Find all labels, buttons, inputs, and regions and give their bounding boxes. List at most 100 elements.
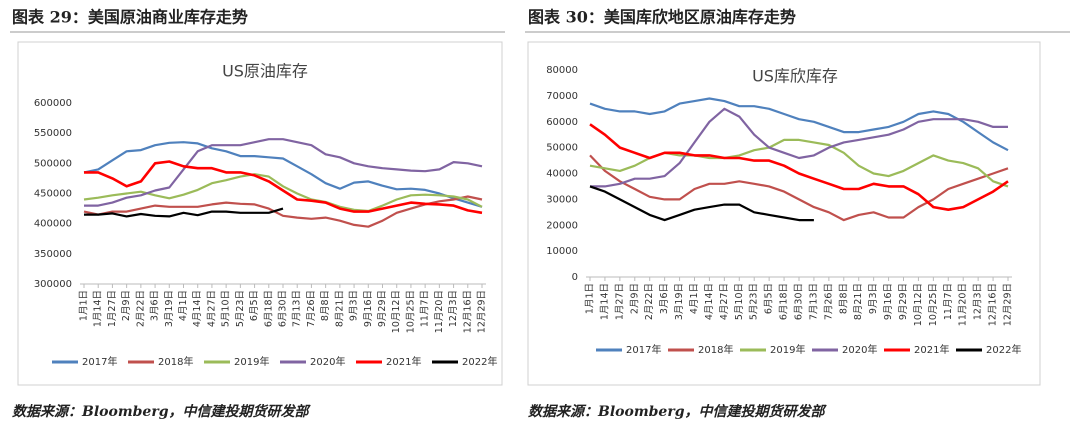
x-tick-label: 11月20日 — [958, 283, 969, 326]
y-tick-label: 400000 — [34, 219, 72, 230]
x-tick-label: 9月29日 — [898, 283, 909, 320]
x-tick-label: 6月30日 — [794, 283, 805, 320]
x-tick-label: 1月27日 — [614, 283, 625, 320]
x-tick-label: 7月13日 — [808, 283, 819, 320]
series-line — [589, 185, 814, 222]
x-tick-label: 8月8日 — [838, 283, 849, 314]
x-tick-label: 6月18日 — [779, 283, 790, 320]
x-tick-label: 2月9日 — [121, 290, 132, 321]
x-tick-label: 9月16日 — [883, 283, 894, 320]
legend-label: 2017年 — [626, 343, 661, 356]
x-tick-label: 3月6日 — [150, 290, 161, 321]
y-tick-label: 60000 — [546, 117, 578, 128]
x-tick-label: 12月3日 — [973, 283, 984, 320]
x-tick-label: 4月1日 — [689, 283, 700, 314]
y-tick-label: 600000 — [34, 98, 72, 109]
legend-label: 2021年 — [386, 355, 421, 368]
x-tick-label: 1月1日 — [585, 283, 596, 314]
legend-label: 2020年 — [842, 343, 877, 356]
x-tick-label: 5月10日 — [221, 290, 232, 327]
x-tick-label: 8月21日 — [334, 290, 345, 327]
chart-frame — [17, 41, 503, 386]
y-tick-label: 300000 — [34, 279, 72, 290]
x-tick-label: 1月1日 — [79, 290, 90, 321]
series-line — [84, 138, 483, 207]
legend-label: 2017年 — [82, 355, 117, 368]
series-line — [83, 195, 483, 228]
x-tick-label: 11月20日 — [434, 290, 445, 333]
x-tick-label: 10月25日 — [928, 283, 939, 326]
legend-label: 2022年 — [986, 343, 1021, 356]
x-tick-label: 9月29日 — [377, 290, 388, 327]
source-note: 数据来源：Bloomberg，中信建投期货研发部 — [528, 403, 828, 420]
x-tick-label: 12月16日 — [462, 290, 473, 333]
x-tick-label: 11月7日 — [943, 283, 954, 320]
x-tick-label: 10月25日 — [405, 290, 416, 333]
series-line — [590, 107, 1008, 188]
series-line — [589, 97, 1009, 152]
y-tick-label: 70000 — [546, 91, 578, 102]
y-tick-label: 30000 — [546, 194, 578, 205]
legend-label: 2020年 — [310, 355, 345, 368]
x-tick-label: 6月30日 — [278, 290, 289, 327]
source-note: 数据来源：Bloomberg，中信建投期货研发部 — [12, 403, 312, 420]
x-tick-label: 10月12日 — [913, 283, 924, 326]
x-tick-label: 9月3日 — [349, 290, 360, 321]
x-tick-label: 7月13日 — [292, 290, 303, 327]
series-line — [84, 207, 284, 218]
y-tick-label: 0 — [572, 272, 578, 283]
x-tick-label: 12月29日 — [477, 290, 488, 333]
x-tick-label: 5月23日 — [749, 283, 760, 320]
legend-label: 2018年 — [698, 343, 733, 356]
y-tick-label: 350000 — [34, 249, 72, 260]
series-line — [589, 123, 1009, 211]
y-tick-label: 10000 — [546, 246, 578, 257]
chart-frame — [527, 41, 1041, 386]
x-tick-label: 7月26日 — [823, 283, 834, 320]
y-tick-label: 20000 — [546, 220, 578, 231]
y-tick-label: 450000 — [34, 189, 72, 200]
x-tick-label: 12月29日 — [1003, 283, 1014, 326]
x-tick-label: 2月9日 — [629, 283, 640, 314]
chart-title: US库欣库存 — [752, 67, 838, 86]
chart-title: US原油库存 — [222, 62, 308, 81]
figure-caption: 图表 30：美国库欣地区原油库存走势 — [528, 8, 796, 27]
x-tick-label: 2月22日 — [135, 290, 146, 327]
x-tick-label: 3月19日 — [674, 283, 685, 320]
series-line — [589, 154, 1009, 222]
x-tick-label: 12月3日 — [448, 290, 459, 327]
x-tick-label: 4月27日 — [719, 283, 730, 320]
series-line — [83, 173, 483, 213]
y-tick-label: 80000 — [546, 65, 578, 76]
x-tick-label: 4月14日 — [704, 283, 715, 320]
y-tick-label: 50000 — [546, 143, 578, 154]
x-tick-label: 12月16日 — [988, 283, 999, 326]
x-tick-label: 8月21日 — [853, 283, 864, 320]
x-tick-label: 2月22日 — [644, 283, 655, 320]
x-tick-label: 6月5日 — [249, 290, 260, 321]
figure-caption: 图表 29：美国原油商业库存走势 — [12, 8, 248, 27]
legend-label: 2021年 — [914, 343, 949, 356]
x-tick-label: 5月23日 — [235, 290, 246, 327]
series-line — [83, 141, 483, 208]
x-tick-label: 7月26日 — [306, 290, 317, 327]
x-tick-label: 1月14日 — [93, 290, 104, 327]
x-tick-label: 3月6日 — [659, 283, 670, 314]
legend-label: 2019年 — [770, 343, 805, 356]
x-tick-label: 1月14日 — [599, 283, 610, 320]
x-tick-label: 6月18日 — [263, 290, 274, 327]
x-tick-label: 9月3日 — [868, 283, 879, 314]
y-tick-label: 40000 — [546, 169, 578, 180]
legend-label: 2019年 — [234, 355, 269, 368]
y-tick-label: 500000 — [34, 158, 72, 169]
x-tick-label: 5月10日 — [734, 283, 745, 320]
x-tick-label: 9月16日 — [363, 290, 374, 327]
series-line — [84, 160, 483, 215]
y-tick-label: 550000 — [34, 128, 72, 139]
legend-label: 2022年 — [462, 355, 497, 368]
x-tick-label: 11月7日 — [420, 290, 431, 327]
x-tick-label: 4月14日 — [192, 290, 203, 327]
x-tick-label: 10月12日 — [391, 290, 402, 333]
legend-label: 2018年 — [158, 355, 193, 368]
